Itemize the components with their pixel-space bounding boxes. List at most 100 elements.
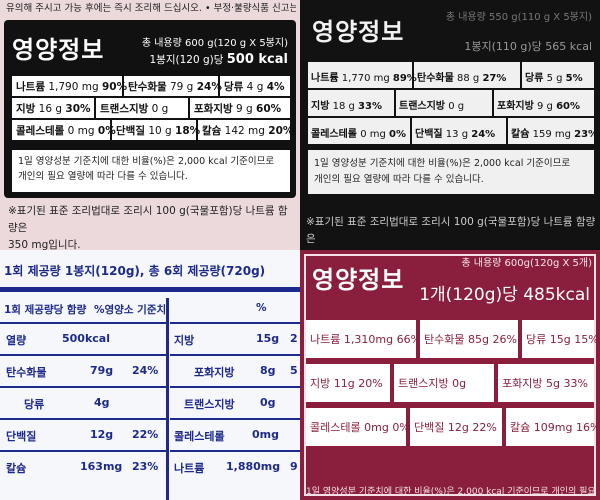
column-divider	[166, 298, 169, 500]
nutrient-cell: 콜레스테롤 0mg 0%	[306, 408, 410, 446]
total-content: 총 내용량 600g(120g X 5개)	[461, 258, 592, 269]
nutrient-value: 79g	[90, 364, 114, 377]
row-divider	[0, 450, 166, 452]
nutrient-name: 콜레스테롤	[174, 430, 225, 443]
label-frame	[304, 254, 596, 496]
row-divider	[170, 354, 300, 356]
nutrition-title: 영양정보	[312, 266, 405, 294]
nutrient-name: 칼슘	[6, 462, 27, 475]
nutrient-row: 지방 11g 20% 트랜스지방 0g 포화지방 5g 33%	[306, 364, 594, 402]
nutrient-cell: 나트륨 1,770 mg 89%	[308, 62, 417, 88]
sodium-footnote: ※표기된 표준 조리법대로 조리시 100 g(국물포함)당 나트륨 함량은 3…	[306, 216, 596, 245]
serving-header: 1회 제공량 1봉지(120g), 총 6회 제공량(720g)	[4, 264, 266, 278]
nutrient-cell: 콜레스테롤 0 mg 0%	[12, 120, 116, 140]
nutrient-cell: 탄수화물 88 g 27%	[414, 62, 522, 88]
per-serving-header: 1회 제공량당 함량	[4, 304, 87, 316]
nutrient-cell: 트랜스지방 0g	[394, 364, 494, 402]
nutrient-name: 나트륨	[174, 462, 205, 475]
nutrient-name: 열량	[6, 334, 27, 347]
nutrient-cell: 칼슘 159 mg 23%	[511, 129, 599, 140]
nutrient-cell: 트랜스지방 0 g	[96, 98, 190, 118]
nutrient-cell: 단백질 12g 22%	[410, 408, 502, 446]
nutrient-cell: 당류 15g 15%	[522, 320, 599, 358]
nutrient-grid: 나트륨 1,790 mg 90% 탄수화물 79 g 24% 당류 4 g 4%…	[12, 76, 294, 142]
nutrient-row: 콜레스테롤 0mg 0% 단백질 12g 22% 칼슘 109mg 16%	[306, 408, 600, 446]
nutrient-cell: 지방 18 g 33%	[308, 90, 396, 116]
nutrient-cell: 칼슘 142 mg 20%	[202, 125, 294, 137]
nutrient-cell: 단백질 10 g 18%	[112, 120, 200, 140]
nutrient-cell: 포화지방 9 g 60%	[497, 101, 581, 112]
nutrient-name: 지방	[174, 334, 195, 347]
nutrient-value: 163mg	[80, 460, 123, 473]
nutrient-name: 당류	[24, 398, 45, 411]
thick-divider	[0, 287, 300, 292]
nutrient-pct: 23%	[132, 460, 159, 473]
row-divider	[0, 354, 166, 356]
nutrient-name: 탄수화물	[6, 366, 47, 379]
daily-value-header: %영양소 기준치	[94, 304, 167, 316]
nutrient-value: 15g	[256, 332, 280, 345]
nutrient-cell: 탄수화물 79 g 24%	[124, 76, 222, 96]
daily-value-header-right: %	[256, 302, 267, 314]
nutrient-cell: 지방 16 g 30%	[12, 98, 96, 118]
nutrient-value: 12g	[90, 428, 114, 441]
nutrient-row: 나트륨 1,790 mg 90% 탄수화물 79 g 24% 당류 4 g 4%	[12, 76, 290, 98]
nutrient-cell: 당류 4 g 4%	[224, 81, 285, 93]
nutrient-name: 단백질	[6, 430, 37, 443]
nutrient-cell: 트랜스지방 0 g	[396, 90, 494, 116]
nutrient-cell: 나트륨 1,310mg 66%	[306, 320, 421, 358]
nutrient-pct: 5	[290, 364, 298, 377]
serving-line: 1봉지(120 g)당 500 kcal	[150, 52, 289, 67]
nutrient-cell: 당류 5 g 5%	[525, 73, 583, 84]
nutrient-cell: 포화지방 5g 33%	[498, 364, 594, 402]
total-content: 총 내용량 550 g(110 g X 5봉지)	[445, 12, 592, 23]
top-note: 유의해 주시고 가능 후에는 즉시 조리해 드십시오. • 부정·불량식품 신고…	[6, 3, 296, 14]
nutrient-cell: 탄수화물 85g 26%	[420, 320, 518, 358]
nutrient-cell: 콜레스테롤 0 mg 0%	[308, 118, 412, 144]
nutrient-row: 콜레스테롤 0 mg 0% 단백질 10 g 18% 칼슘 142 mg 20%	[12, 120, 294, 142]
nutrient-value: 4g	[94, 396, 110, 409]
nutrient-row: 콜레스테롤 0 mg 0% 단백질 13 g 24% 칼슘 159 mg 23%	[308, 118, 599, 146]
nutrient-grid: 나트륨 1,770 mg 89% 탄수화물 88 g 27% 당류 5 g 5%…	[308, 62, 599, 146]
row-divider	[170, 322, 300, 324]
total-content: 총 내용량 600 g(120 g X 5봉지)	[141, 38, 288, 49]
serving-prefix: 1봉지(120 g)당	[149, 54, 224, 66]
nutrition-panel-2: 영양정보 총 내용량 550 g(110 g X 5봉지) 1봉지(110 g)…	[300, 0, 600, 250]
row-divider	[0, 322, 166, 324]
nutrient-pct: 22%	[132, 428, 159, 441]
serving-line: 1봉지(110 g)당 565 kcal	[464, 40, 592, 53]
nutrient-cell: 나트륨 1,790 mg 90%	[12, 76, 127, 96]
nutrient-name: 트랜스지방	[184, 398, 235, 411]
daily-value-note: 1일 영양성분 기준치에 대한 비율(%)은 2,000 kcal 기준이므로 …	[12, 150, 290, 192]
kcal-value: 500 kcal	[226, 52, 288, 67]
nutrient-value: 0mg	[252, 428, 279, 441]
nutrient-value: 0g	[260, 396, 276, 409]
nutrient-grid: 나트륨 1,310mg 66% 탄수화물 85g 26% 당류 15g 15% …	[306, 320, 600, 452]
daily-value-note: 1일 영양성분 기준치에 대한 비율(%)은 2,000 kcal 기준이므로 …	[306, 487, 594, 497]
sodium-footnote: ※표기된 표준 조리법대로 조리시 100 g(국물포함)당 나트륨 함량은 3…	[8, 205, 288, 250]
row-divider	[170, 450, 300, 452]
nutrient-cell: 단백질 13 g 24%	[412, 118, 508, 144]
nutrient-row: 지방 16 g 30% 트랜스지방 0 g 포화지방 9 g 60%	[12, 98, 290, 120]
nutrient-cell: 포화지방 9 g 60%	[194, 103, 282, 115]
nutrition-panel-3: 1회 제공량 1봉지(120g), 총 6회 제공량(720g) 1회 제공량당…	[0, 250, 300, 500]
daily-value-note: 1일 영양성분 기준치에 대한 비율(%)은 2,000 kcal 기준이므로 …	[308, 150, 594, 194]
row-divider	[0, 418, 166, 420]
row-divider	[170, 418, 300, 420]
row-divider	[0, 386, 166, 388]
nutrient-cell: 지방 11g 20%	[306, 364, 390, 402]
nutrient-cell: 칼슘 109mg 16%	[506, 408, 600, 446]
nutrition-panel-4: 영양정보 총 내용량 600g(120g X 5개) 1개(120g)당 485…	[300, 250, 600, 500]
nutrition-title: 영양정보	[12, 36, 105, 64]
nutrient-row: 나트륨 1,770 mg 89% 탄수화물 88 g 27% 당류 5 g 5%	[308, 62, 594, 90]
nutrient-value: 8g	[260, 364, 276, 377]
nutrient-name: 포화지방	[194, 366, 235, 379]
nutrient-row: 나트륨 1,310mg 66% 탄수화물 85g 26% 당류 15g 15%	[306, 320, 599, 358]
nutrient-pct: 9	[290, 460, 298, 473]
serving-line: 1개(120g)당 485kcal	[419, 285, 590, 305]
nutrient-value: 500kcal	[62, 332, 110, 345]
nutrition-panel-1: 유의해 주시고 가능 후에는 즉시 조리해 드십시오. • 부정·불량식품 신고…	[0, 0, 300, 250]
nutrient-pct: 2	[290, 332, 298, 345]
nutrient-row: 지방 18 g 33% 트랜스지방 0 g 포화지방 9 g 60%	[308, 90, 594, 118]
nutrient-pct: 24%	[132, 364, 159, 377]
